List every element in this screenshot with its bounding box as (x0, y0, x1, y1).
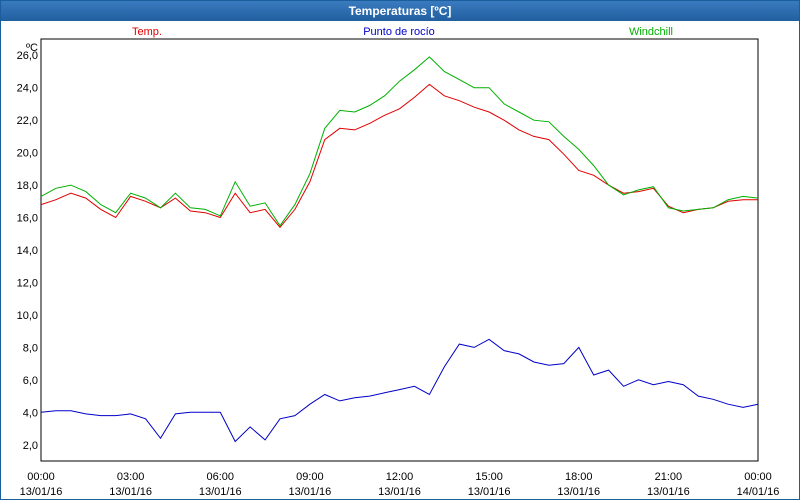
temperature-chart: 2,0 4,0 6,0 8,0 10,0 12,0 14,0 16,0 18,0 20,0 22,0… (17, 26, 780, 498)
y-tick-label: 24,0 (17, 83, 38, 95)
x-tick-time: 18:00 (565, 471, 593, 483)
x-tick-time: 06:00 (206, 471, 234, 483)
x-tick-time: 00:00 (744, 471, 772, 483)
x-tick-date: 13/01/16 (647, 486, 690, 498)
y-unit-label: ºC (26, 42, 38, 54)
legend: Temp. Punto de rocío Windchill (132, 26, 673, 38)
x-tick-time: 09:00 (296, 471, 324, 483)
x-tick-date: 14/01/16 (737, 486, 780, 498)
y-tick-label: 14,0 (17, 245, 38, 257)
x-tick-time: 15:00 (475, 471, 503, 483)
legend-entry-1: Punto de rocío (363, 26, 435, 38)
legend-entry-2: Windchill (629, 26, 673, 38)
axes: 2,0 4,0 6,0 8,0 10,0 12,0 14,0 16,0 18,0 20,0 22,0… (17, 38, 780, 498)
y-tick-label: 12,0 (17, 277, 38, 289)
x-tick-date: 13/01/16 (20, 486, 63, 498)
x-tick-time: 03:00 (117, 471, 145, 483)
x-tick-date: 13/01/16 (468, 486, 511, 498)
series-line-1 (40, 338, 759, 443)
y-tick-label: 22,0 (17, 115, 38, 127)
legend-entry-0: Temp. (132, 26, 162, 38)
x-tick-date: 13/01/16 (557, 486, 600, 498)
y-tick-label: 2,0 (23, 440, 38, 452)
y-tick-label: 20,0 (17, 148, 38, 160)
x-tick-date: 13/01/16 (109, 486, 152, 498)
y-tick-label: 6,0 (23, 375, 38, 387)
y-tick-label: 16,0 (17, 213, 38, 225)
y-tick-label: 8,0 (23, 342, 38, 354)
x-tick-date: 13/01/16 (199, 486, 242, 498)
series-line-2 (40, 56, 759, 227)
x-tick-time: 21:00 (655, 471, 683, 483)
y-tick-label: 18,0 (17, 180, 38, 192)
y-tick-label: 10,0 (17, 310, 38, 322)
series-lines (40, 56, 759, 443)
x-tick-date: 13/01/16 (378, 486, 421, 498)
plot-frame (40, 38, 759, 462)
x-tick-time: 00:00 (27, 471, 55, 483)
y-tick-label: 4,0 (23, 407, 38, 419)
window-title: Temperaturas [ºC] (1, 1, 799, 21)
y-tick-label: 26,0 (17, 50, 38, 62)
x-tick-time: 12:00 (386, 471, 414, 483)
x-tick-date: 13/01/16 (288, 486, 331, 498)
